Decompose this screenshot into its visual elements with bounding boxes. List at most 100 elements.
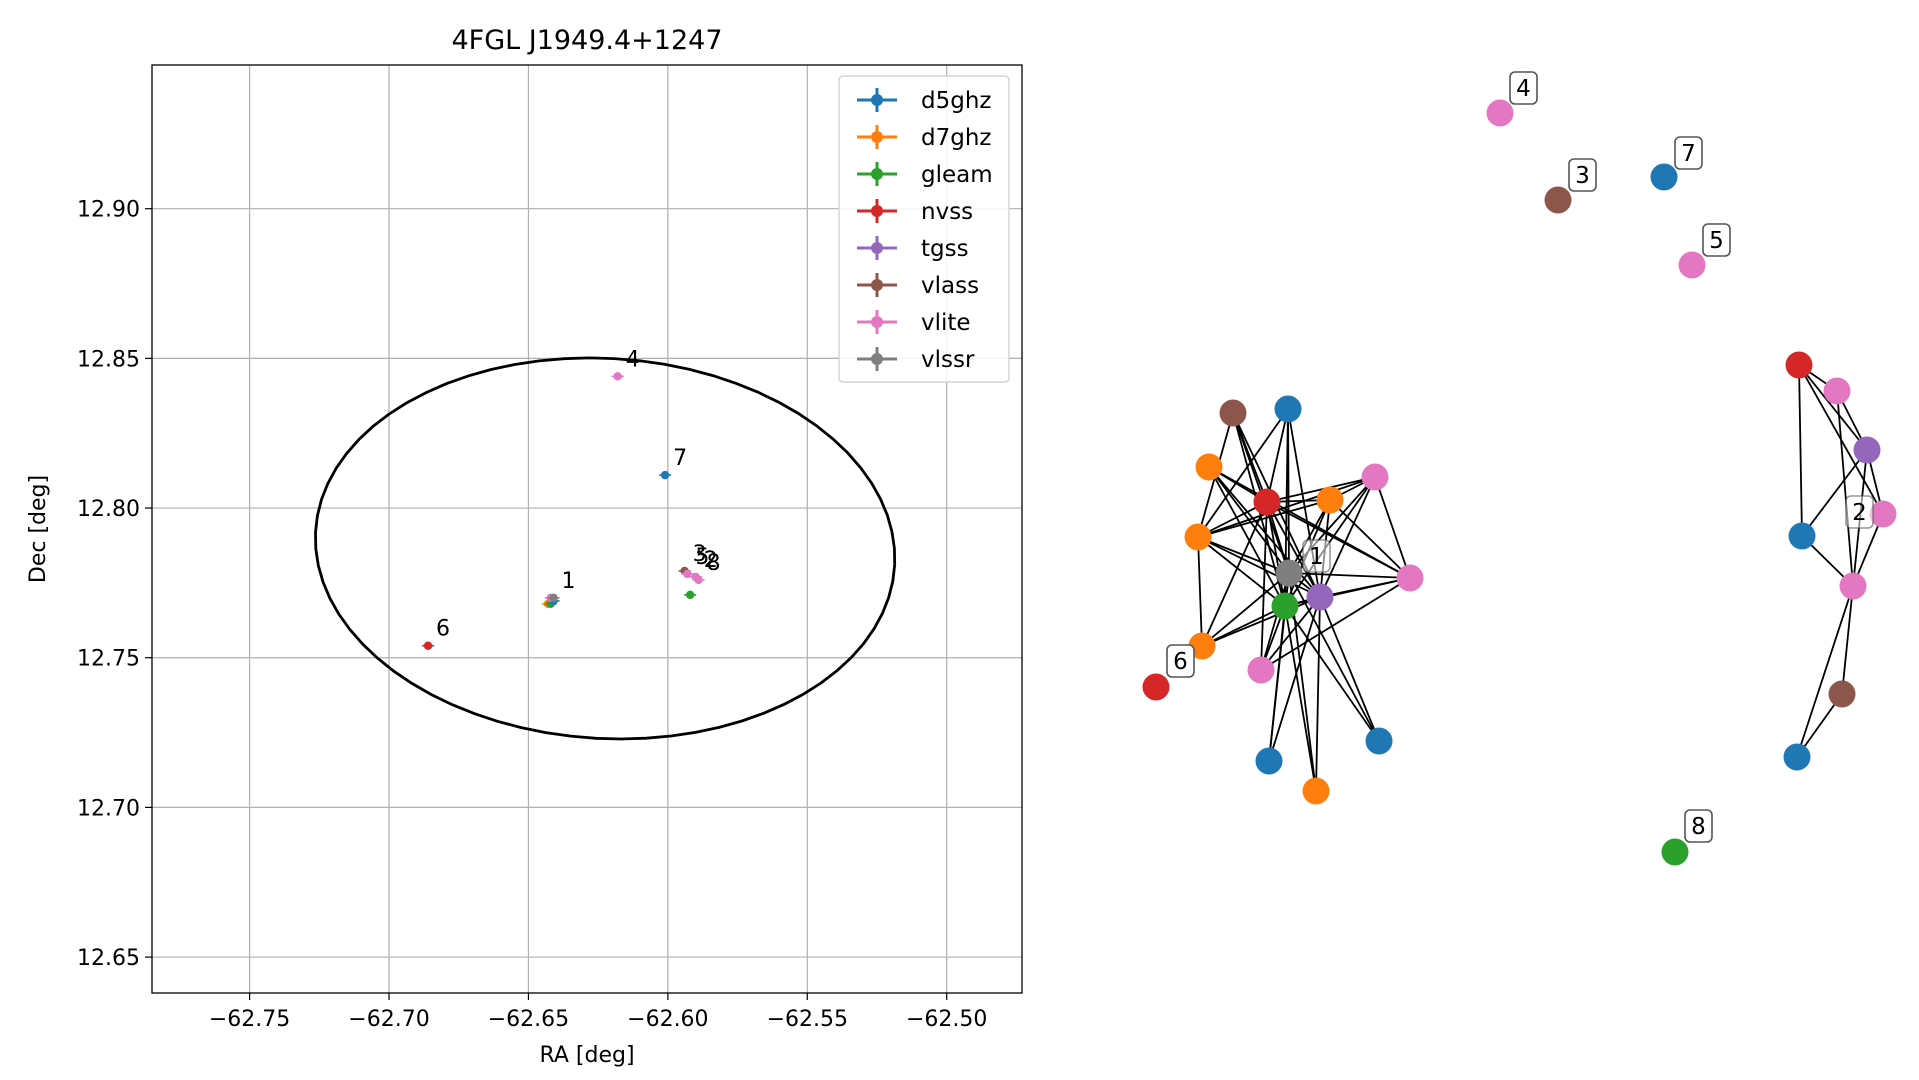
data-point-vlite: 5 bbox=[681, 545, 709, 579]
network-node-d7ghz bbox=[1302, 777, 1330, 805]
network-nodes bbox=[1142, 99, 1897, 866]
network-node-d5ghz bbox=[1650, 163, 1678, 191]
legend-swatch bbox=[871, 316, 883, 328]
legend-entry-tgss: tgss bbox=[857, 236, 969, 262]
network-edge bbox=[1796, 585, 1854, 758]
point-label: 3 bbox=[693, 542, 707, 567]
node-label-box bbox=[1568, 158, 1597, 192]
x-tick-label: −62.50 bbox=[906, 1007, 987, 1032]
network-edge bbox=[1798, 364, 1868, 451]
legend-swatch bbox=[871, 168, 883, 180]
network-edge bbox=[1197, 536, 1286, 607]
network-node-vlite bbox=[1839, 572, 1867, 600]
chart-title: 4FGL J1949.4+1247 bbox=[451, 25, 722, 56]
network-edge bbox=[1284, 605, 1317, 792]
network-edge bbox=[1798, 364, 1884, 515]
legend-label: vlass bbox=[921, 273, 979, 299]
network-node-vlite bbox=[1678, 251, 1706, 279]
network-edge bbox=[1319, 476, 1376, 598]
network-edge bbox=[1284, 476, 1376, 607]
network-node-vlite bbox=[1396, 564, 1424, 592]
node-label: 3 bbox=[1568, 158, 1597, 192]
node-label-box bbox=[1845, 495, 1874, 529]
legend-label: gleam bbox=[921, 162, 993, 188]
marker bbox=[685, 590, 695, 600]
node-label-box bbox=[1702, 223, 1731, 257]
point-label: 4 bbox=[626, 347, 640, 372]
legend-label: vlssr bbox=[921, 347, 975, 373]
axis-ticks: −62.75 −62.70 −62.65 −62.60 −62.55 −62.50 12.6… bbox=[77, 198, 987, 1032]
y-tick-label: 12.65 bbox=[77, 946, 140, 971]
node-label-text: 3 bbox=[1575, 163, 1590, 189]
axes-frame bbox=[151, 64, 1023, 994]
localization-ellipse bbox=[314, 356, 897, 741]
y-axis-label: Dec [deg] bbox=[26, 475, 51, 583]
network-edge bbox=[1232, 412, 1268, 503]
network-edge bbox=[1266, 501, 1286, 607]
network-node-vlite bbox=[1247, 656, 1275, 684]
network-edge bbox=[1266, 501, 1321, 598]
network-edge bbox=[1197, 499, 1331, 538]
network-node-d5ghz bbox=[1783, 743, 1811, 771]
node-label-text: 4 bbox=[1516, 76, 1531, 102]
node-label-box bbox=[1302, 539, 1331, 573]
network-edge bbox=[1329, 499, 1411, 579]
network-edge bbox=[1266, 408, 1289, 503]
network-labels: 1 2 4 3 7 5 6 8 bbox=[1166, 71, 1874, 843]
network-edge bbox=[1841, 585, 1854, 695]
node-label-text: 8 bbox=[1691, 814, 1706, 840]
legend-entry-d7ghz: d7ghz bbox=[857, 125, 991, 151]
marker bbox=[549, 593, 558, 603]
legend-swatch bbox=[871, 131, 883, 143]
network-edge bbox=[1197, 476, 1376, 538]
network-edge bbox=[1315, 596, 1321, 792]
network-edge bbox=[1201, 596, 1321, 647]
legend-entry-vlite: vlite bbox=[857, 310, 971, 336]
node-label: 5 bbox=[1702, 223, 1731, 257]
node-label: 2 bbox=[1845, 495, 1874, 529]
network-edge bbox=[1284, 605, 1380, 742]
network-node-nvss bbox=[1142, 673, 1170, 701]
network-edge bbox=[1319, 596, 1380, 742]
legend-label: tgss bbox=[921, 236, 969, 262]
marker bbox=[613, 372, 622, 381]
network-node-d5ghz bbox=[1274, 395, 1302, 423]
x-tick-label: −62.70 bbox=[348, 1007, 429, 1032]
point-label: 1 bbox=[562, 569, 576, 594]
network-node-vlssr bbox=[1275, 559, 1303, 587]
node-label: 8 bbox=[1684, 809, 1713, 843]
network-node-vlass bbox=[1544, 186, 1572, 214]
data-point-gleam bbox=[684, 590, 697, 600]
data-point-d5ghz: 7 bbox=[659, 446, 687, 480]
node-label-box bbox=[1674, 136, 1703, 170]
network-node-vlite bbox=[1486, 99, 1514, 127]
marker bbox=[683, 569, 692, 579]
point-label: 6 bbox=[436, 617, 450, 642]
legend-entry-gleam: gleam bbox=[857, 162, 993, 188]
network-edge bbox=[1260, 577, 1411, 671]
network-edge bbox=[1319, 577, 1411, 598]
network-edge bbox=[1197, 408, 1289, 538]
legend-box bbox=[838, 75, 1010, 383]
legend-label: vlite bbox=[921, 310, 971, 336]
node-label-text: 7 bbox=[1681, 141, 1696, 167]
data-point-nvss: 6 bbox=[422, 617, 450, 650]
legend-label: nvss bbox=[921, 199, 973, 225]
legend-label: d5ghz bbox=[921, 88, 991, 114]
point-label: 7 bbox=[673, 446, 687, 471]
legend-swatch bbox=[871, 205, 883, 217]
y-tick-label: 12.80 bbox=[77, 497, 140, 522]
network-node-vlass bbox=[1828, 680, 1856, 708]
marker bbox=[694, 575, 703, 585]
legend-entry-nvss: nvss bbox=[857, 199, 973, 225]
network-edge bbox=[1798, 364, 1803, 537]
node-label-text: 5 bbox=[1709, 228, 1724, 254]
point-label: 5 bbox=[695, 545, 709, 570]
network-node-d7ghz bbox=[1184, 523, 1212, 551]
x-tick-label: −62.65 bbox=[488, 1007, 569, 1032]
legend-entry-d5ghz: d5ghz bbox=[857, 88, 991, 114]
legend-entry-vlssr: vlssr bbox=[857, 347, 975, 373]
network-edge bbox=[1208, 466, 1411, 579]
